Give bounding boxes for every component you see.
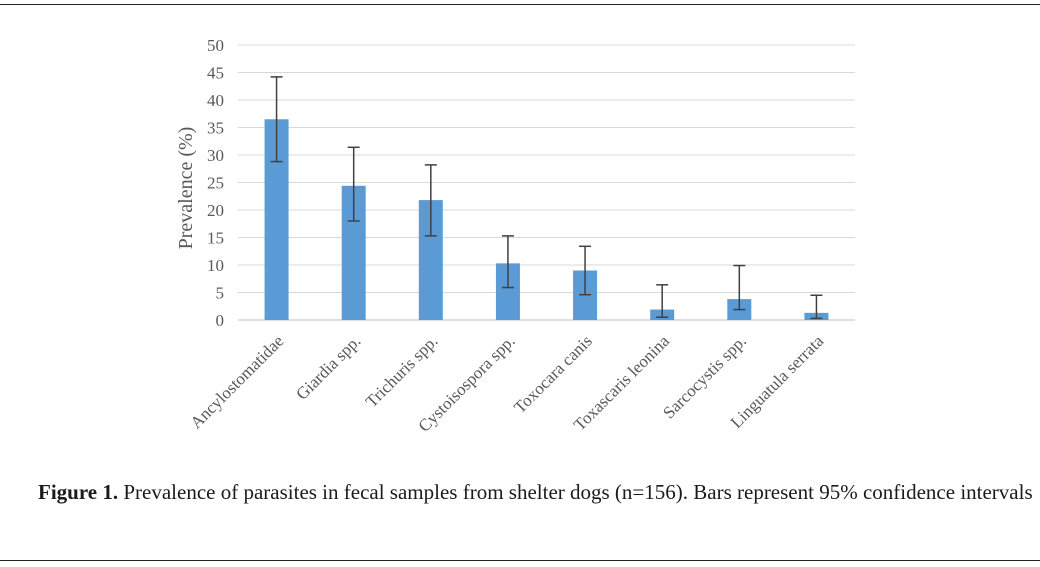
top-rule bbox=[0, 4, 1040, 5]
y-tick-label: 25 bbox=[207, 174, 224, 193]
grid-layer bbox=[238, 44, 855, 321]
x-tick-label: Trichuris spp. bbox=[362, 331, 442, 411]
y-tick-labels: 0 5 10 15 20 25 30 35 40 45 50 bbox=[207, 36, 224, 330]
x-tick-label: Toxocara canis bbox=[510, 331, 596, 417]
bottom-rule bbox=[0, 560, 1040, 561]
y-tick-label: 30 bbox=[207, 146, 224, 165]
caption-text: Prevalence of parasites in fecal samples… bbox=[123, 480, 1033, 504]
error-bar bbox=[733, 264, 746, 311]
figure-caption: Figure 1. Prevalence of parasites in fec… bbox=[4, 478, 1036, 506]
error-bar bbox=[579, 245, 592, 296]
y-tick-label: 40 bbox=[207, 91, 224, 110]
error-bar bbox=[424, 164, 437, 237]
y-tick-label: 20 bbox=[207, 201, 224, 220]
y-tick-label: 0 bbox=[216, 311, 225, 330]
error-bar bbox=[656, 284, 669, 318]
error-bar bbox=[501, 235, 514, 289]
bar-chart: 0 5 10 15 20 25 30 35 40 45 50 Ancylostomatidae Gia… bbox=[175, 36, 855, 436]
y-tick-label: 45 bbox=[207, 64, 224, 83]
y-tick-label: 35 bbox=[207, 119, 224, 138]
y-axis-label: Prevalence (%) bbox=[175, 127, 197, 250]
y-tick-label: 15 bbox=[207, 229, 224, 248]
error-bar bbox=[810, 294, 823, 320]
caption-label: Figure 1. bbox=[38, 480, 119, 504]
bars-layer bbox=[264, 119, 829, 320]
y-tick-label: 50 bbox=[207, 36, 224, 55]
error-bars-layer bbox=[270, 76, 823, 320]
y-tick-label: 10 bbox=[207, 256, 224, 275]
error-bar bbox=[270, 76, 283, 163]
error-bar bbox=[347, 146, 360, 222]
x-tick-labels: Ancylostomatidae Giardia spp.Trichuris sp… bbox=[186, 331, 827, 436]
y-tick-label: 5 bbox=[216, 284, 225, 303]
x-tick-label: Ancylostomatidae bbox=[186, 331, 287, 432]
x-tick-label: Giardia spp. bbox=[292, 331, 364, 403]
